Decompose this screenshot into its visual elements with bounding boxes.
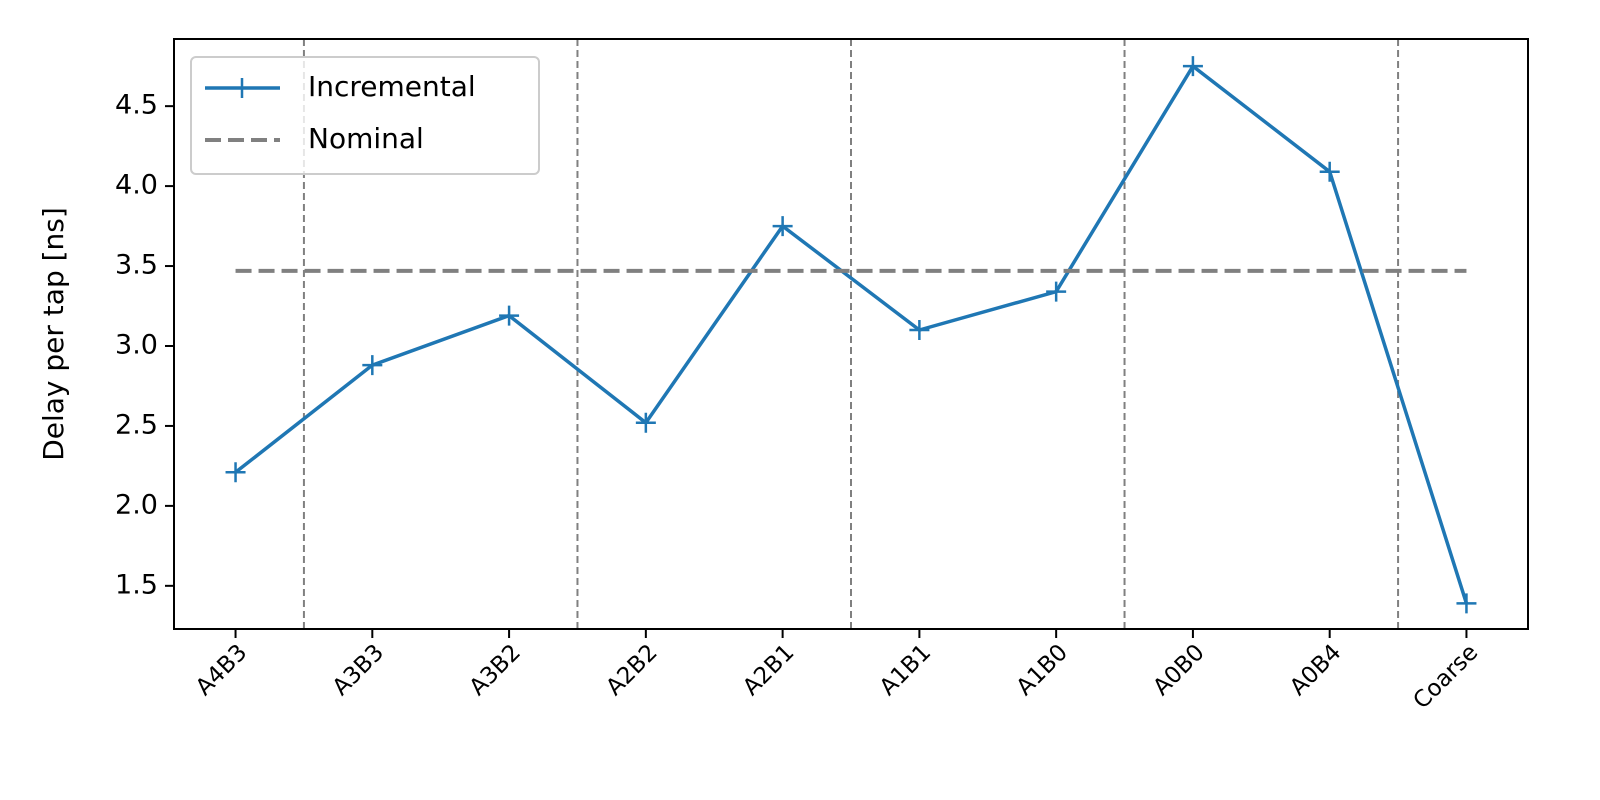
y-tick-label: 2.5	[115, 409, 158, 440]
legend-label: Incremental	[308, 70, 476, 103]
y-axis-label: Delay per tap [ns]	[37, 207, 70, 461]
x-tick-label: A3B3	[328, 639, 389, 700]
marker	[1182, 56, 1203, 77]
x-tick-label: A1B0	[1012, 639, 1073, 700]
plot-frame	[173, 38, 1529, 630]
y-tick-label: 3.5	[115, 250, 158, 281]
x-tick-label: A3B2	[465, 639, 526, 700]
x-tick-label: A0B0	[1148, 639, 1209, 700]
marker	[225, 462, 246, 483]
marker	[362, 355, 383, 376]
marker	[1456, 593, 1477, 614]
y-tick-label: 1.5	[115, 569, 158, 600]
x-tick-label: A4B3	[191, 639, 252, 700]
y-tick-label: 3.0	[115, 329, 158, 360]
legend-marker	[232, 78, 252, 98]
marker	[909, 320, 930, 341]
x-tick-label: Coarse	[1408, 639, 1483, 714]
x-tick-label: A1B1	[875, 639, 936, 700]
x-tick-label: A2B2	[601, 639, 662, 700]
y-tick-label: 4.5	[115, 90, 158, 121]
x-tick-label: A0B4	[1285, 639, 1346, 700]
marker	[1319, 161, 1340, 182]
series-line	[234, 63, 1469, 604]
legend-label: Nominal	[308, 122, 424, 155]
marker	[499, 305, 520, 326]
marker	[635, 412, 656, 433]
x-tick-label: A2B1	[738, 639, 799, 700]
y-tick-label: 2.0	[115, 489, 158, 520]
y-tick-label: 4.0	[115, 170, 158, 201]
marker	[772, 216, 793, 237]
marker	[1046, 281, 1067, 302]
